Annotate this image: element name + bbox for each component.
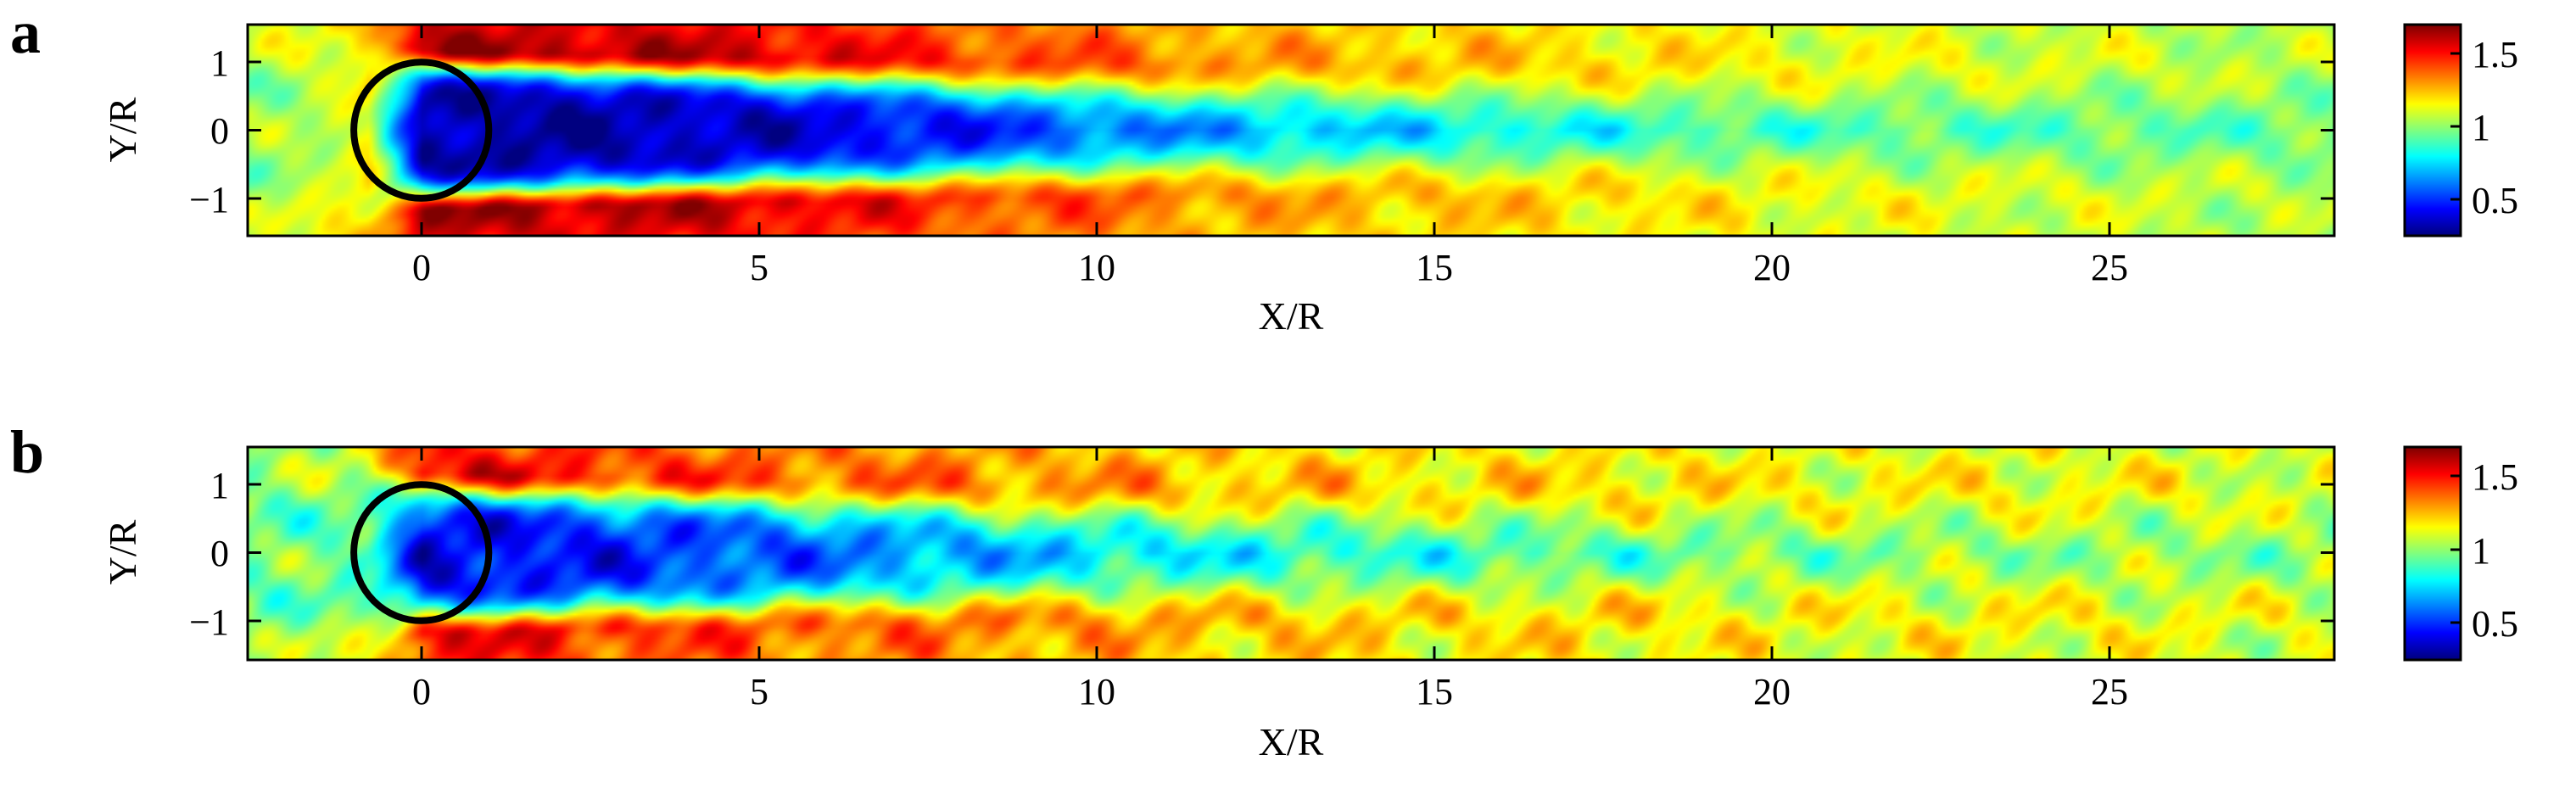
y-tick-label: 1 (210, 465, 229, 506)
x-tick-label: 20 (1753, 671, 1791, 713)
y-ticks-a (248, 60, 2334, 200)
x-tick-label: 5 (750, 247, 768, 288)
colorbar-tick-label: 1 (2472, 107, 2490, 148)
cylinder-circle-a (350, 59, 493, 202)
colorbar-tick-label: 0.5 (2472, 603, 2518, 645)
panel-b: b 0 5 10 15 20 25 X/R (10, 418, 2518, 763)
colorbar-a: 0.5 1 1.5 (2403, 23, 2518, 238)
y-tick-label: 0 (210, 533, 229, 574)
y-tick-label: −1 (189, 179, 229, 221)
heatmap-image-b (248, 447, 2334, 660)
colorbar-image-a (2405, 25, 2461, 236)
colorbar-tick-label: 1.5 (2472, 34, 2518, 75)
y-tick-label: 0 (210, 110, 229, 152)
panel-letter-b: b (10, 418, 44, 486)
x-ticks-a (420, 25, 2111, 236)
colorbar-tick-label: 0.5 (2472, 180, 2518, 221)
colorbar-b: 0.5 1 1.5 (2403, 445, 2518, 662)
colorbar-image-b (2405, 447, 2461, 660)
colorbar-tick-label: 1.5 (2472, 456, 2518, 498)
x-axis-label-b: X/R (1259, 720, 1324, 763)
x-tick-label: 10 (1078, 671, 1115, 713)
y-tick-labels-b: 1 0 −1 (189, 465, 229, 643)
panel-letter-a: a (10, 0, 41, 66)
y-axis-label-b: Y/R (101, 519, 144, 584)
y-tick-labels-a: 1 0 −1 (189, 42, 229, 221)
x-tick-label: 0 (412, 671, 431, 713)
x-tick-label: 25 (2091, 671, 2128, 713)
panel-a: a 0 5 10 15 20 25 X/ (10, 0, 2518, 338)
colorbar-frame-b (2403, 445, 2462, 662)
y-ticks-b (248, 483, 2334, 623)
heatmap-a (248, 25, 2334, 236)
x-tick-label: 25 (2091, 247, 2128, 288)
y-tick-label: −1 (189, 601, 229, 643)
x-tick-label: 10 (1078, 247, 1115, 288)
colorbar-frame-a (2403, 23, 2462, 238)
x-tick-label: 20 (1753, 247, 1791, 288)
x-tick-label: 15 (1416, 247, 1453, 288)
x-ticks-b (420, 447, 2111, 660)
x-tick-label: 15 (1416, 671, 1453, 713)
x-tick-labels-b: 0 5 10 15 20 25 (412, 671, 2128, 713)
x-axis-label-a: X/R (1259, 294, 1324, 338)
heatmap-b (248, 447, 2334, 660)
x-tick-label: 0 (412, 247, 431, 288)
x-tick-label: 5 (750, 671, 768, 713)
y-tick-label: 1 (210, 42, 229, 84)
heatmap-image-a (248, 25, 2334, 236)
cylinder-circle-b (350, 481, 493, 624)
colorbar-tick-label: 1 (2472, 530, 2490, 572)
y-axis-label-a: Y/R (101, 97, 144, 162)
x-tick-labels-a: 0 5 10 15 20 25 (412, 247, 2128, 288)
